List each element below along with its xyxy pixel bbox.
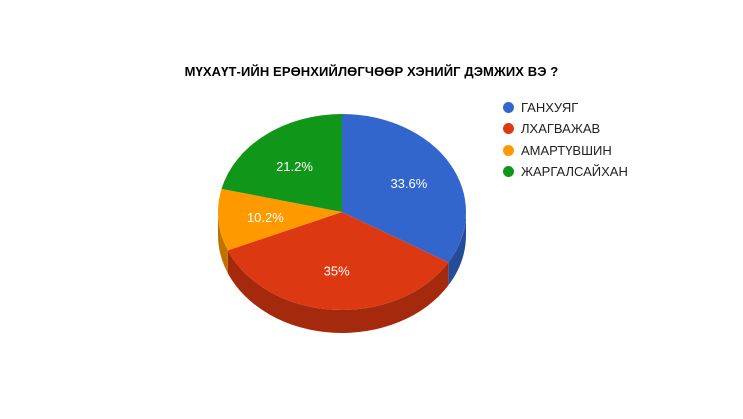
legend-label: ГАНХУЯГ <box>521 100 579 116</box>
legend-item-2[interactable]: ЛХАГВАЖАВ <box>503 118 628 139</box>
pie-slice-1[interactable] <box>342 114 466 263</box>
legend-swatch-icon <box>503 144 514 156</box>
pie-slice-side-3 <box>218 212 228 274</box>
legend-label: ЛХАГВАЖАВ <box>521 121 601 137</box>
pie-side-walls <box>218 212 466 333</box>
legend-swatch-icon <box>503 166 514 178</box>
pie-slice-label-4: 21.2% <box>276 159 313 174</box>
legend-item-3[interactable]: АМАРТҮВШИН <box>503 140 628 161</box>
pie-slice-side-1 <box>448 212 466 286</box>
chart-title: МҮХАҮТ-ИЙН ЕРӨНХИЙЛӨГЧӨӨР ХЭНИЙГ ДЭМЖИХ … <box>184 64 559 79</box>
legend-label: АМАРТҮВШИН <box>521 142 612 158</box>
legend-swatch-icon <box>503 123 514 135</box>
legend-swatch-icon <box>503 102 514 114</box>
pie-slice-4[interactable] <box>221 114 342 212</box>
legend-item-1[interactable]: ГАНХУЯГ <box>503 97 628 118</box>
pie-slice-label-2: 35% <box>324 264 350 279</box>
pie-slice-labels: 33.6% 35% 10.2% 21.2% <box>247 159 428 279</box>
pie-top-faces <box>217 114 466 310</box>
legend-label: ЖАРГАЛСАЙХАН <box>521 164 628 180</box>
pie-slice-3[interactable] <box>217 188 342 251</box>
legend-item-4[interactable]: ЖАРГАЛСАЙХАН <box>503 161 628 182</box>
pie-slice-side-2 <box>227 250 449 333</box>
pie-slice-label-3: 10.2% <box>247 210 284 225</box>
pie-slice-label-1: 33.6% <box>390 176 427 191</box>
chart-legend: ГАНХУЯГ ЛХАГВАЖАВ АМАРТҮВШИН ЖАРГАЛСАЙХАН <box>503 97 628 182</box>
pie-slice-2[interactable] <box>227 212 449 310</box>
